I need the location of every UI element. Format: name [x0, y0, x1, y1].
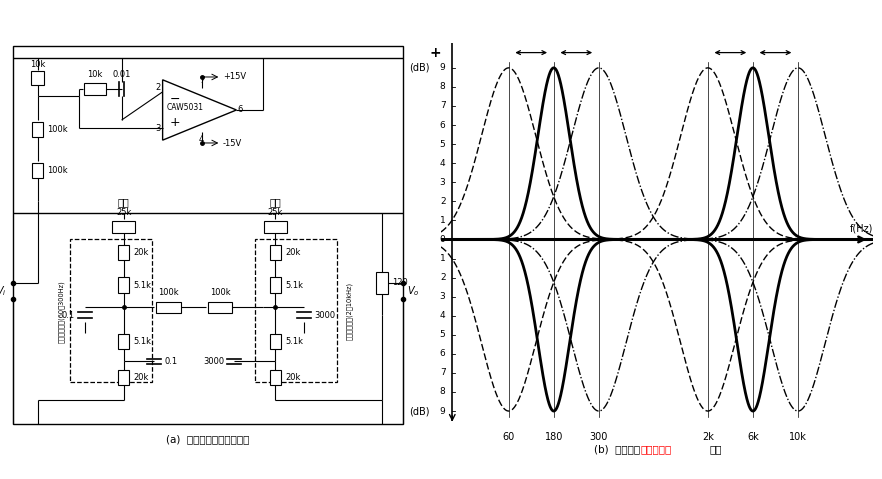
Bar: [270, 370, 281, 385]
Text: 5: 5: [440, 331, 445, 339]
Text: 7: 7: [440, 368, 445, 377]
Text: $V_o$: $V_o$: [407, 284, 420, 298]
Text: 60: 60: [503, 432, 515, 442]
Text: 20k: 20k: [285, 248, 301, 257]
Bar: [112, 221, 135, 233]
Text: 特性: 特性: [710, 444, 722, 454]
Text: $-$: $-$: [169, 92, 181, 105]
Text: 9: 9: [440, 63, 445, 72]
Text: 5.1k: 5.1k: [285, 281, 303, 289]
Text: 25k: 25k: [116, 207, 131, 217]
Bar: [156, 301, 181, 313]
Text: 10k: 10k: [87, 70, 102, 80]
Text: 6: 6: [237, 105, 243, 114]
Bar: [270, 245, 281, 261]
Text: 7: 7: [199, 76, 205, 85]
Text: 0.1: 0.1: [62, 311, 74, 319]
Text: 3: 3: [440, 292, 445, 301]
Bar: [118, 334, 130, 349]
Text: 主控频率调节(2～10kHz): 主控频率调节(2～10kHz): [346, 282, 353, 340]
Text: f(Hz): f(Hz): [849, 224, 873, 234]
Text: 7: 7: [440, 102, 445, 111]
Text: 4: 4: [199, 135, 205, 144]
Text: $+$: $+$: [169, 115, 181, 128]
Text: 0: 0: [440, 235, 445, 244]
Text: 3: 3: [155, 124, 161, 133]
Text: $V_i$: $V_i$: [0, 284, 7, 298]
Text: 8: 8: [440, 388, 445, 397]
Text: 120: 120: [392, 278, 407, 287]
Text: 100k: 100k: [48, 125, 68, 134]
Text: 0.01: 0.01: [112, 70, 131, 79]
Bar: [71, 239, 153, 382]
Text: 3: 3: [440, 178, 445, 187]
Text: (dB): (dB): [409, 63, 430, 73]
Bar: [118, 277, 130, 293]
Text: 2: 2: [440, 273, 445, 282]
Text: 100k: 100k: [210, 288, 230, 297]
Bar: [32, 122, 43, 137]
Text: 180: 180: [544, 432, 563, 442]
Text: 衡器的调节: 衡器的调节: [640, 444, 671, 454]
Bar: [118, 370, 130, 385]
Text: 6: 6: [440, 121, 445, 129]
Bar: [270, 277, 281, 293]
Text: 0.1: 0.1: [165, 357, 178, 366]
Text: 9: 9: [440, 407, 445, 416]
Text: +: +: [430, 46, 441, 59]
Bar: [118, 245, 130, 261]
Bar: [31, 71, 44, 85]
Text: 3000: 3000: [314, 311, 335, 319]
Text: 主控频率调节(60～300Hz): 主控频率调节(60～300Hz): [58, 280, 64, 342]
Text: 3000: 3000: [203, 357, 224, 366]
Text: 4: 4: [440, 159, 445, 168]
Text: 5: 5: [440, 139, 445, 148]
Text: 300: 300: [590, 432, 608, 442]
Text: (a)  参量式均衡器电路原理: (a) 参量式均衡器电路原理: [166, 434, 250, 444]
Text: CAW5031: CAW5031: [167, 103, 204, 113]
Text: 2: 2: [440, 197, 445, 206]
Text: 5.1k: 5.1k: [285, 337, 303, 346]
Text: 20k: 20k: [133, 248, 149, 257]
Text: 4: 4: [440, 311, 445, 320]
Text: +15V: +15V: [223, 72, 246, 80]
Text: 6: 6: [440, 349, 445, 358]
Bar: [255, 239, 337, 382]
Text: 100k: 100k: [48, 166, 68, 175]
Bar: [32, 163, 43, 178]
Bar: [84, 83, 106, 95]
Bar: [264, 221, 287, 233]
Text: 1: 1: [440, 254, 445, 263]
Text: 10k: 10k: [789, 432, 807, 442]
Text: 20k: 20k: [133, 373, 149, 382]
Text: 2: 2: [155, 83, 161, 92]
Text: 1: 1: [440, 216, 445, 225]
Text: (dB): (dB): [409, 406, 430, 416]
Text: -15V: -15V: [223, 139, 243, 148]
Text: 10k: 10k: [30, 60, 45, 68]
Text: 20k: 20k: [285, 373, 301, 382]
Bar: [270, 334, 281, 349]
Text: 5.1k: 5.1k: [133, 337, 152, 346]
Text: 2k: 2k: [702, 432, 714, 442]
Text: 6k: 6k: [747, 432, 759, 442]
Text: 高音: 高音: [270, 197, 281, 207]
Text: 8: 8: [440, 82, 445, 91]
Text: 25k: 25k: [268, 207, 283, 217]
Bar: [377, 272, 388, 294]
Text: 5.1k: 5.1k: [133, 281, 152, 289]
Text: 100k: 100k: [159, 288, 179, 297]
Text: (b)  参量式均: (b) 参量式均: [594, 444, 640, 454]
Text: 低音: 低音: [118, 197, 130, 207]
Bar: [208, 301, 232, 313]
